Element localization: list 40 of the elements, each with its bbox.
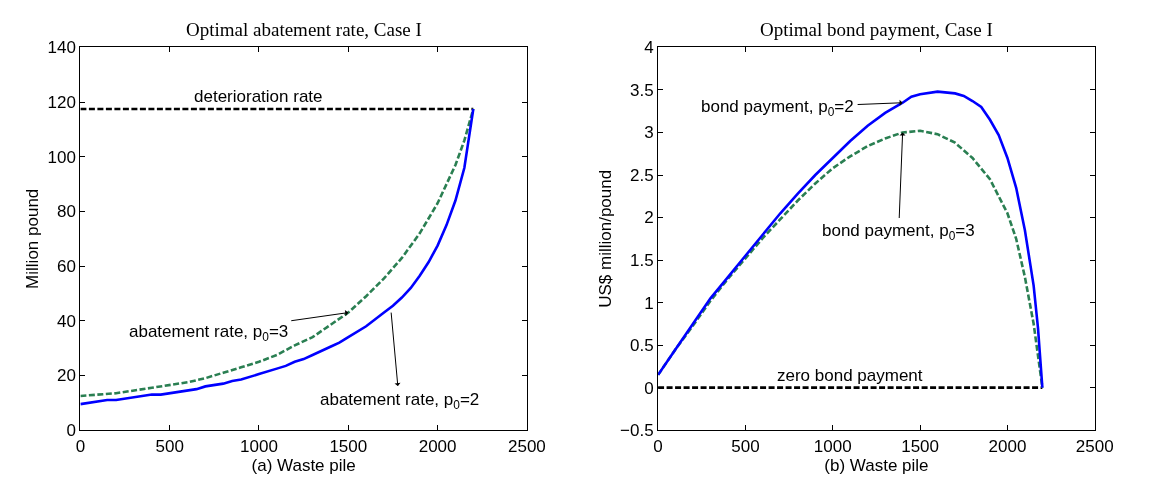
x-tick-label: 2000 [988,436,1027,456]
x-tick-label: 2000 [418,436,457,456]
annotation: abatement rate, p$_{0}$=2 [320,390,480,412]
y-axis-title: US$ million/pound [595,169,615,308]
y-tick-label: 140 [47,38,76,58]
y-tick-label: 4 [644,38,654,58]
y-axis-title: Million pound [23,188,43,289]
y-tick-label: 60 [57,257,76,277]
y-tick-label: 2.5 [630,165,654,185]
y-tick-label: 0.5 [630,336,654,356]
y-tick-label: −0.5 [620,421,654,441]
y-tick-label: 40 [57,311,76,331]
y-tick-label: 1 [644,293,654,313]
chart-title: Optimal bond payment, Case I [760,19,993,40]
y-tick-label: 0 [644,378,654,398]
x-tick-label: 500 [155,436,184,456]
x-tick-label: 1500 [901,436,940,456]
y-tick-label: 3 [644,123,654,143]
annotation: zero bond payment [777,366,923,385]
y-tick-label: 0 [66,421,76,441]
y-tick-label: 2 [644,208,654,228]
x-tick-label: 1000 [813,436,852,456]
x-tick-label: 2500 [1075,436,1114,456]
x-tick-label: 2500 [507,436,546,456]
x-tick-label: 1500 [329,436,368,456]
x-tick-label: 1000 [240,436,278,456]
y-tick-label: 100 [47,147,76,167]
x-axis-title: (b) Waste pile [824,455,929,475]
y-tick-label: 20 [57,366,76,386]
y-tick-label: 3.5 [630,80,654,100]
annotation: abatement rate, p$_{0}$=3 [129,322,289,344]
y-tick-label: 120 [47,93,76,113]
y-tick-label: 80 [57,202,76,222]
annotation: bond payment, p$_{0}$=2 [701,97,854,119]
annotation: bond payment, p$_{0}$=3 [822,221,975,243]
annotation: deterioration rate [194,87,323,106]
y-tick-label: 1.5 [630,251,654,270]
x-axis-title: (a) Waste pile [251,455,356,475]
x-tick-label: 500 [731,436,760,456]
chart-title: Optimal abatement rate, Case I [186,19,422,40]
